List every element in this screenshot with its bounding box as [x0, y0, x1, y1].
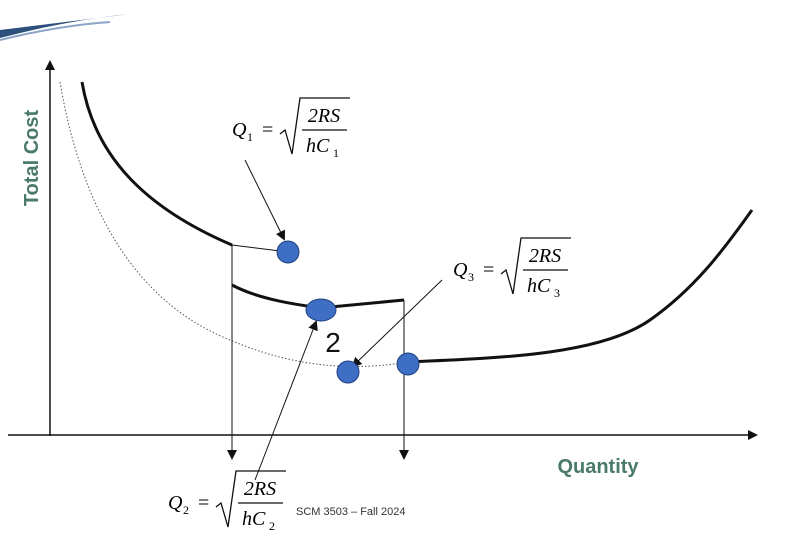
formula-sub: 2 [269, 519, 275, 533]
point [276, 240, 300, 264]
formula: Q 3 = 2RS hC 3 [453, 237, 571, 300]
formula-num: 2RS [244, 478, 276, 500]
header-swoosh [0, 21, 111, 41]
formula: Q 1 = 2RS hC 1 [232, 97, 350, 160]
formula-num: 2RS [308, 105, 340, 127]
formula-den: hC [527, 275, 551, 297]
point [336, 360, 360, 384]
cost-curve-1 [80, 81, 233, 247]
radical [279, 97, 350, 155]
footer: SCM 3503 – Fall 2024 [296, 506, 405, 518]
formula-sub: 2 [183, 503, 189, 517]
formula-sub: 3 [554, 286, 560, 300]
formula-sub: 3 [468, 270, 474, 284]
formula-den: hC [306, 135, 330, 157]
formula-q: Q [232, 119, 247, 141]
formula-eq: = [198, 492, 209, 514]
formula-sub: 1 [333, 146, 339, 160]
formula: Q 2 = 2RS hC 2 [168, 470, 286, 533]
y-axis-label: Total Cost [21, 110, 43, 207]
formula-sub: 1 [247, 130, 253, 144]
point-label: 2 [325, 327, 341, 358]
pointer-arrow [254, 320, 318, 481]
formula-eq: = [262, 119, 273, 141]
point [305, 298, 337, 322]
formula-q: Q [453, 259, 468, 281]
radical [500, 237, 571, 295]
pointer-arrow [244, 159, 285, 241]
eoq-curve [59, 81, 409, 368]
point [396, 352, 420, 376]
formula-eq: = [483, 259, 494, 281]
cost-curve-3 [407, 209, 754, 364]
pointer-arrow [351, 279, 443, 368]
formula-num: 2RS [529, 245, 561, 267]
x-axis-label: Quantity [557, 456, 639, 478]
formula-q: Q [168, 492, 183, 514]
radical [215, 470, 286, 528]
formula-den: hC [242, 508, 266, 530]
